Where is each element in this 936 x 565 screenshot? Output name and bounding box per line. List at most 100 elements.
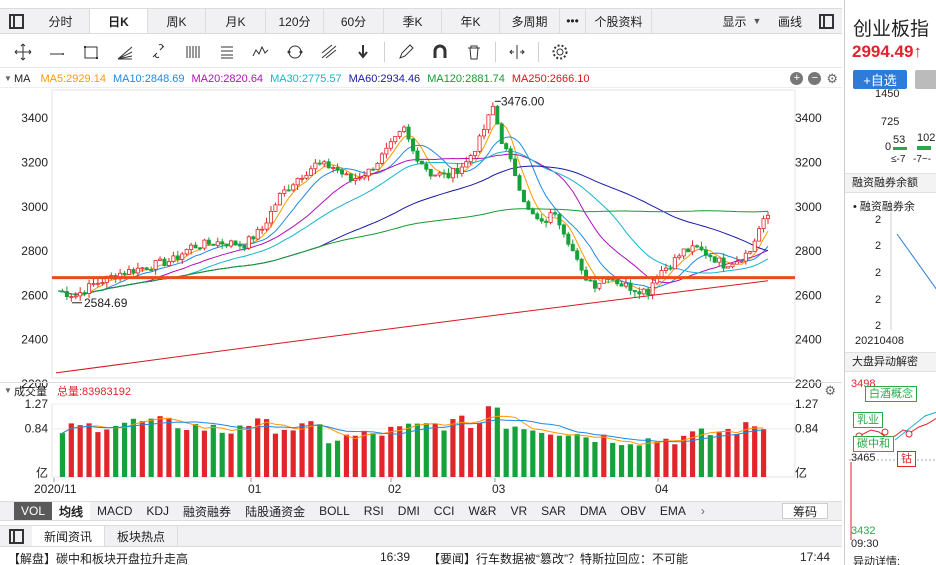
candle-body — [703, 249, 708, 256]
concept-badge[interactable]: 白酒概念 — [865, 386, 917, 402]
tab-4[interactable]: 120分 — [266, 9, 324, 33]
news-tab[interactable]: 板块热点 — [105, 526, 179, 546]
display-menu-button[interactable]: 显示 ▼ — [714, 9, 770, 33]
indicator-tab[interactable]: VR — [510, 504, 528, 518]
candle-body — [69, 296, 74, 298]
pen-tool-button[interactable] — [389, 38, 423, 66]
rect-tool-button[interactable] — [74, 38, 108, 66]
tab-2[interactable]: 周K — [148, 9, 206, 33]
magnet-tool-button[interactable] — [423, 38, 457, 66]
circle-tool-button[interactable] — [278, 38, 312, 66]
candle-body — [184, 249, 189, 255]
tab-9[interactable]: ••• — [560, 9, 586, 33]
concept-badge[interactable]: 乳业 — [853, 412, 883, 428]
indicator-tab[interactable]: EMA — [659, 504, 686, 518]
volume-bar — [725, 428, 731, 477]
tab-5[interactable]: 60分 — [324, 9, 384, 33]
panel-toggle-button[interactable] — [0, 526, 32, 546]
volume-bar — [459, 415, 465, 477]
tab-8[interactable]: 多周期 — [500, 9, 560, 33]
price-tick-left: 2400 — [21, 333, 48, 347]
candle-body — [415, 150, 420, 162]
tab-3[interactable]: 月K — [206, 9, 266, 33]
indicator-tab[interactable]: OBV — [620, 504, 646, 518]
arrow-down-tool-button[interactable] — [346, 38, 380, 66]
candle-body — [499, 123, 504, 145]
indicator-tab[interactable]: RSI — [363, 504, 384, 518]
panel-toggle-button[interactable] — [810, 9, 842, 33]
anomaly-mid: 3465 — [851, 452, 876, 464]
volume-bar — [299, 423, 305, 477]
candle-body — [215, 241, 220, 246]
price-tick-left: 3200 — [21, 155, 48, 169]
wave-tool-button[interactable] — [244, 38, 278, 66]
candle-body — [78, 292, 83, 297]
parallel-tool-button[interactable] — [176, 38, 210, 66]
tab-1[interactable]: 日K — [90, 9, 148, 33]
indicator-tab[interactable]: DMA — [579, 504, 607, 518]
trash-icon — [468, 45, 480, 59]
indicator-tab[interactable]: 陆股通资金 — [245, 504, 306, 519]
add-watchlist-button[interactable]: +自选 — [853, 70, 907, 89]
text-tool-button[interactable] — [210, 38, 244, 66]
news-item[interactable]: 【要闻】行车数据被“篡改”？特斯拉回应：不可能 — [428, 552, 688, 565]
candle-body — [282, 189, 287, 194]
gear-icon[interactable]: ⚙ — [826, 71, 838, 86]
draw-line-button[interactable]: 画线 — [777, 14, 802, 29]
tab-7[interactable]: 年K — [442, 9, 500, 33]
candle-body — [743, 252, 748, 262]
concept-badge[interactable]: 钴 — [897, 451, 916, 467]
indicator-tab[interactable]: CCI — [433, 504, 455, 518]
volume-bar — [379, 435, 385, 477]
concept-badge[interactable]: 碳中和 — [853, 436, 894, 452]
link-tool-button[interactable] — [142, 38, 176, 66]
tab-0[interactable]: 分时 — [32, 9, 90, 33]
indicator-tab[interactable]: SAR — [541, 504, 566, 518]
fan-tool-button[interactable] — [108, 38, 142, 66]
line-tool-button[interactable] — [40, 38, 74, 66]
indicator-tab[interactable]: VOL — [14, 502, 53, 520]
volume-bar — [752, 426, 758, 477]
tab-10[interactable]: 个股资料 — [586, 9, 652, 33]
detail-title: 异动详情: — [853, 556, 901, 565]
news-tab[interactable]: 新闻资讯 — [32, 526, 106, 546]
chevron-right-icon[interactable]: › — [700, 504, 705, 518]
remove-indicator-icon[interactable]: − — [808, 72, 822, 85]
collapse-icon[interactable]: ▼ — [4, 386, 12, 395]
candle-body — [73, 295, 78, 298]
tab-6[interactable]: 季K — [384, 9, 442, 33]
volume-bar — [352, 435, 358, 477]
indicator-tab[interactable]: BOLL — [319, 504, 350, 518]
price-chart[interactable]: 3400 3400 3200 3200 3000 3000 2800 2800 2600 2600… — [0, 0, 842, 500]
candle-body — [504, 143, 509, 150]
gear-icon[interactable]: ⚙ — [824, 383, 836, 398]
settings-tool-button[interactable] — [543, 38, 577, 66]
indicator-tab[interactable]: KDJ — [146, 504, 170, 518]
volume-bar — [343, 434, 350, 477]
volume-legend: ▼ 成交量 总量:83983192 ⚙ — [0, 382, 842, 398]
chip-distribution-button[interactable]: 筹码 — [781, 503, 828, 519]
candle-body — [268, 210, 273, 224]
volume-bar — [547, 434, 554, 477]
indicator-tab[interactable]: DMI — [397, 504, 420, 518]
secondary-button[interactable] — [915, 70, 936, 89]
indicator-tab[interactable]: 融资融券 — [183, 504, 232, 519]
fib-tool-button[interactable] — [312, 38, 346, 66]
candle-body — [326, 161, 331, 169]
news-item[interactable]: 【解盘】碳中和板块开盘拉升走高 — [8, 552, 189, 565]
volume-bar — [494, 407, 500, 477]
volume-bar — [201, 430, 208, 477]
crosshair-tool-button[interactable] — [6, 38, 40, 66]
collapse-icon[interactable]: ▼ — [4, 74, 12, 83]
add-indicator-icon[interactable]: + — [790, 72, 804, 85]
indicator-tab[interactable]: 均线 — [52, 502, 91, 520]
volume-bar — [485, 406, 492, 477]
arrow-down-icon — [358, 44, 368, 59]
candle-body — [566, 233, 571, 245]
ma-legend-item: MA120:2881.74 — [427, 72, 505, 85]
trash-tool-button[interactable] — [457, 38, 491, 66]
panel-toggle-button[interactable] — [0, 9, 32, 33]
indicator-tab[interactable]: MACD — [97, 504, 133, 518]
indicator-tab[interactable]: W&R — [468, 504, 497, 518]
split-tool-button[interactable] — [500, 38, 534, 66]
